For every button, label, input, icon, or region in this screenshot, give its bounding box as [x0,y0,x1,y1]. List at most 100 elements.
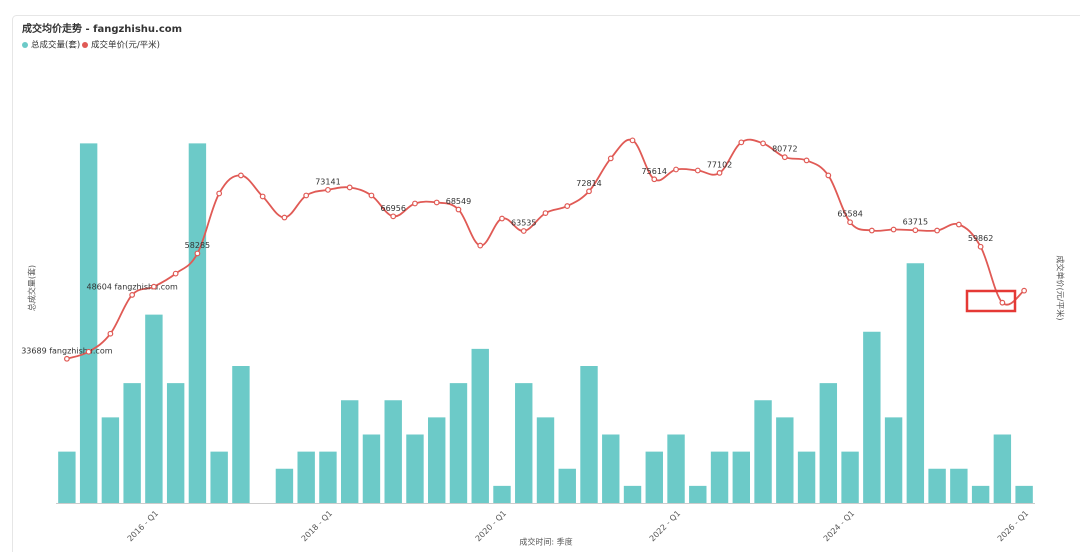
point [281,214,288,221]
bar [319,451,337,503]
point [303,192,310,199]
bar [884,417,903,503]
point [999,299,1006,306]
bar [406,434,424,503]
point [433,199,440,206]
bar [123,383,141,503]
bar [493,485,511,503]
point [477,242,484,249]
bar [340,400,359,503]
bar [515,383,533,503]
bar [275,468,294,503]
data-label: 68549 [446,197,471,206]
bar [776,417,794,503]
y-axis-label: 总成交量(套) [27,265,37,311]
point [694,167,701,174]
bar [689,485,707,503]
data-label: 72814 [576,179,601,188]
bar [1015,485,1033,503]
bar [950,468,968,503]
bar [210,451,228,503]
data-label: 75614 [642,167,667,176]
bar [928,468,946,503]
point [629,137,636,144]
point [912,227,919,234]
point [890,226,897,233]
point [542,210,549,216]
point [651,176,658,183]
data-label: 63715 [903,218,928,227]
bar [819,383,838,503]
bar [732,451,751,503]
bar [471,348,489,503]
bar [971,485,990,503]
bar [232,366,250,503]
point [107,330,114,337]
bar [297,451,315,503]
data-label: 80772 [772,145,797,154]
point [716,170,723,176]
point [129,292,136,298]
point [607,155,614,162]
bar [58,451,76,503]
point [825,172,832,179]
legend-label[interactable]: 成交单价(元/平米) [91,40,160,51]
point [586,188,592,195]
point [673,166,679,173]
data-label: 77102 [707,160,732,169]
bar [841,451,859,503]
legend-label[interactable]: 总成交量(套) [31,40,80,51]
bar [188,143,207,503]
point [85,348,92,355]
bar [906,263,925,503]
point [63,355,70,362]
point [412,200,418,207]
bar [79,143,98,503]
y2-axis-label: 成交单价(元/平米) [1056,256,1066,321]
bar [558,468,576,503]
point [346,184,353,191]
legend-swatch [82,42,88,48]
bar [384,400,402,503]
point [977,243,984,250]
point [455,206,462,213]
legend-swatch [22,42,28,48]
point [172,270,179,277]
point [934,227,940,234]
data-label: 66956 [380,204,405,213]
data-label: 73141 [315,177,340,186]
point [564,203,571,209]
bar [797,451,816,503]
point [194,250,201,257]
bar [863,331,881,503]
data-label: 33689 fangzhishu.com [21,346,112,355]
point [847,219,853,226]
bar [580,366,598,503]
point [238,172,244,179]
chart-title: 成交均价走势 - fangzhishu.com [22,22,182,35]
bar [428,417,446,503]
point [325,186,331,193]
point [520,228,527,234]
point [368,192,375,199]
bar [710,451,729,503]
data-label: 58285 [185,241,210,250]
point [781,154,788,161]
data-label: 48604 fangzhishu.com [86,282,177,291]
point [738,139,745,146]
point [803,157,810,164]
bar [754,400,772,503]
data-label: 65584 [837,210,862,219]
bar [667,434,685,503]
x-axis-label: 成交时间: 季度 [519,537,572,547]
point [760,140,766,147]
bar [645,451,663,503]
point [150,283,157,290]
point [259,193,266,200]
data-label: 59862 [968,234,993,243]
card [12,15,1080,552]
highlight-box [965,289,1017,313]
bar [602,434,620,503]
point [868,227,875,234]
